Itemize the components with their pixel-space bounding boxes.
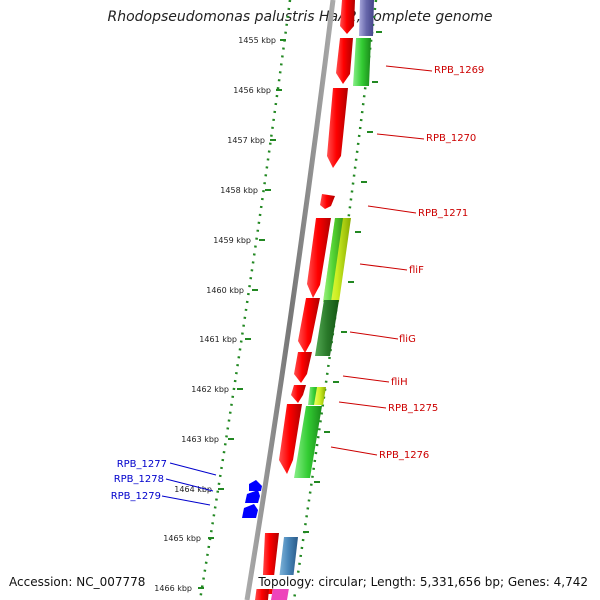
gene-arrow[interactable] bbox=[340, 0, 355, 34]
tick-label: 1464 kbp bbox=[174, 485, 212, 494]
gene-arrow[interactable] bbox=[291, 385, 306, 403]
gene-label-rpb-1270[interactable]: RPB_1270 bbox=[426, 133, 476, 144]
tick-label: 1463 kbp bbox=[181, 435, 219, 444]
gene-label-flih[interactable]: fliH bbox=[391, 377, 408, 388]
ruler-left bbox=[198, 0, 292, 600]
gene-label-rpb-1271[interactable]: RPB_1271 bbox=[418, 208, 468, 219]
gene-arrow-rpb-1278[interactable] bbox=[245, 490, 260, 503]
gene-arrow[interactable] bbox=[359, 0, 374, 36]
tick-label: 1455 kbp bbox=[238, 36, 276, 45]
tick-label: 1461 kbp bbox=[199, 335, 237, 344]
ruler-right bbox=[292, 0, 378, 600]
gene-label-rpb-1275[interactable]: RPB_1275 bbox=[388, 403, 438, 414]
tick-label: 1465 kbp bbox=[163, 534, 201, 543]
genome-axis bbox=[244, 0, 336, 600]
tick-label: 1460 kbp bbox=[206, 286, 244, 295]
gene-label-rpb-1269[interactable]: RPB_1269 bbox=[434, 65, 484, 76]
gene-label-rpb-1279[interactable]: RPB_1279 bbox=[111, 491, 161, 502]
tick-label: 1458 kbp bbox=[220, 186, 258, 195]
gene-arrow-rpb-1276[interactable] bbox=[294, 406, 322, 478]
gene-arrow-rpb-1277[interactable] bbox=[249, 480, 262, 491]
ruler-ticks bbox=[198, 31, 382, 589]
genome-title: Rhodopseudomonas palustris HaA2, complet… bbox=[107, 9, 493, 25]
gene-arrow[interactable] bbox=[323, 218, 343, 302]
accession-label: Accession: NC_007778 bbox=[9, 575, 146, 589]
gene-arrow-rpb-1269[interactable] bbox=[353, 38, 371, 86]
leader-lines-right bbox=[330, 65, 433, 456]
leader-lines-left bbox=[161, 462, 217, 506]
gene-label-flif[interactable]: fliF bbox=[409, 265, 424, 276]
gene-arrow-rpb-1279[interactable] bbox=[242, 504, 258, 518]
gene-arrow[interactable] bbox=[314, 387, 326, 405]
gene-arrow-rpb-1271[interactable] bbox=[320, 194, 335, 209]
tick-label: 1457 kbp bbox=[227, 136, 265, 145]
topology-label: Topology: circular; Length: 5,331,656 bp… bbox=[256, 575, 590, 589]
tick-label: 1462 kbp bbox=[191, 385, 229, 394]
gene-arrow-flig[interactable] bbox=[315, 300, 339, 356]
gene-arrow[interactable] bbox=[279, 404, 302, 474]
gene-label-rpb-1277[interactable]: RPB_1277 bbox=[117, 459, 167, 470]
tick-label: 1459 kbp bbox=[213, 236, 251, 245]
gene-label-flig[interactable]: fliG bbox=[399, 334, 416, 345]
gene-arrow[interactable] bbox=[298, 298, 320, 353]
gene-label-rpb-1276[interactable]: RPB_1276 bbox=[379, 450, 429, 461]
tick-label: 1466 kbp bbox=[154, 584, 192, 593]
gene-arrow-rpb-1268[interactable] bbox=[336, 38, 353, 84]
gene-arrow[interactable] bbox=[307, 218, 331, 298]
tick-label: 1456 kbp bbox=[233, 86, 271, 95]
gene-label-rpb-1278[interactable]: RPB_1278 bbox=[114, 474, 164, 485]
gene-arrow-rpb-1270[interactable] bbox=[327, 88, 348, 168]
gene-arrow-flih[interactable] bbox=[294, 352, 312, 383]
